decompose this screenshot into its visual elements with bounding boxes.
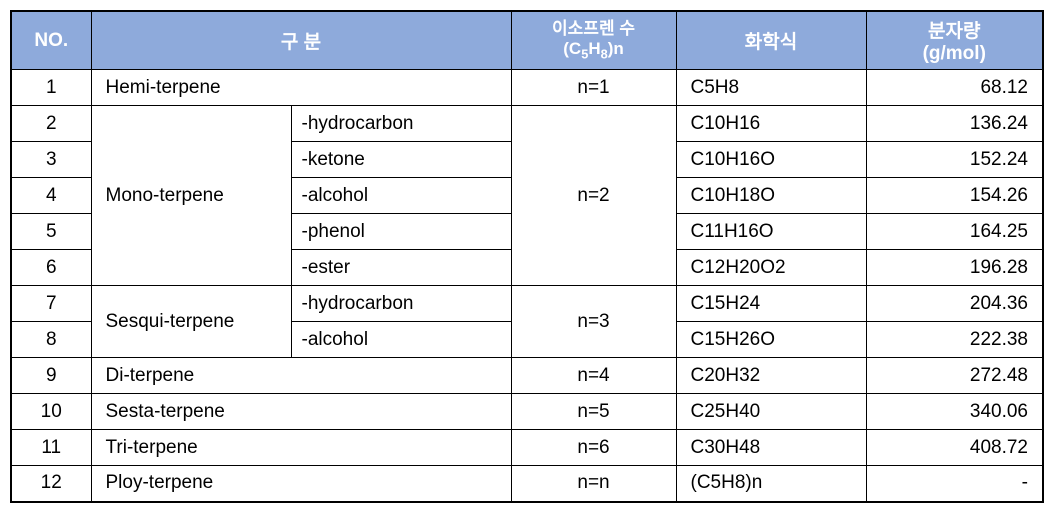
cell-no: 8 [11,322,91,358]
cell-molweight: 164.25 [866,214,1043,250]
table-row: 9Di-terpenen=4C20H32272.48 [11,358,1043,394]
cell-category: Sesqui-terpene [91,286,291,358]
cell-no: 2 [11,106,91,142]
cell-formula: C5H8 [676,70,866,106]
cell-subcategory: -hydrocarbon [291,286,511,322]
cell-isoprene-n: n=n [511,466,676,502]
cell-subcategory: -alcohol [291,322,511,358]
cell-isoprene-n: n=5 [511,394,676,430]
header-category: 구 분 [91,11,511,70]
cell-category: Mono-terpene [91,106,291,286]
header-row: NO. 구 분 이소프렌 수 (C5H8)n 화학식 분자량 (g/mol) [11,11,1043,70]
table-row: 1Hemi-terpenen=1C5H868.12 [11,70,1043,106]
cell-formula: C15H26O [676,322,866,358]
cell-subcategory: -alcohol [291,178,511,214]
cell-molweight: 196.28 [866,250,1043,286]
cell-formula: C15H24 [676,286,866,322]
cell-formula: (C5H8)n [676,466,866,502]
cell-molweight: 136.24 [866,106,1043,142]
cell-subcategory: -phenol [291,214,511,250]
cell-no: 9 [11,358,91,394]
header-no: NO. [11,11,91,70]
table-row: 11Tri-terpenen=6C30H48408.72 [11,430,1043,466]
header-formula: 화학식 [676,11,866,70]
header-mw: 분자량 (g/mol) [866,11,1043,70]
header-mw-line1: 분자량 [928,21,980,42]
cell-no: 4 [11,178,91,214]
cell-molweight: 152.24 [866,142,1043,178]
cell-formula: C10H18O [676,178,866,214]
table-row: 12Ploy-terpenen=n(C5H8)n- [11,466,1043,502]
cell-category: Sesta-terpene [91,394,511,430]
header-mw-line2: (g/mol) [923,43,986,64]
cell-molweight: 68.12 [866,70,1043,106]
cell-subcategory: -hydrocarbon [291,106,511,142]
iso-pre: (C [563,39,581,58]
cell-subcategory: -ester [291,250,511,286]
cell-formula: C12H20O2 [676,250,866,286]
cell-no: 1 [11,70,91,106]
cell-formula: C25H40 [676,394,866,430]
header-isoprene-line2: (C5H8)n [563,39,623,58]
cell-category: Hemi-terpene [91,70,511,106]
cell-isoprene-n: n=4 [511,358,676,394]
cell-category: Di-terpene [91,358,511,394]
iso-post: )n [608,39,624,58]
table-row: 7Sesqui-terpene-hydrocarbonn=3C15H24204.… [11,286,1043,322]
cell-molweight: 154.26 [866,178,1043,214]
cell-molweight: 340.06 [866,394,1043,430]
table-body: 1Hemi-terpenen=1C5H868.122Mono-terpene-h… [11,70,1043,502]
cell-no: 10 [11,394,91,430]
cell-isoprene-n: n=2 [511,106,676,286]
cell-no: 3 [11,142,91,178]
cell-molweight: 204.36 [866,286,1043,322]
cell-no: 7 [11,286,91,322]
cell-no: 5 [11,214,91,250]
cell-no: 11 [11,430,91,466]
cell-subcategory: -ketone [291,142,511,178]
iso-mid: H [588,39,600,58]
cell-no: 6 [11,250,91,286]
cell-formula: C20H32 [676,358,866,394]
cell-molweight: 272.48 [866,358,1043,394]
cell-category: Tri-terpene [91,430,511,466]
cell-category: Ploy-terpene [91,466,511,502]
table-row: 2Mono-terpene-hydrocarbonn=2C10H16136.24 [11,106,1043,142]
cell-molweight: 408.72 [866,430,1043,466]
table-row: 10Sesta-terpenen=5C25H40340.06 [11,394,1043,430]
cell-molweight: 222.38 [866,322,1043,358]
terpene-table: NO. 구 분 이소프렌 수 (C5H8)n 화학식 분자량 (g/mol) 1… [10,10,1044,503]
cell-formula: C30H48 [676,430,866,466]
cell-formula: C10H16O [676,142,866,178]
cell-isoprene-n: n=3 [511,286,676,358]
header-isoprene: 이소프렌 수 (C5H8)n [511,11,676,70]
cell-no: 12 [11,466,91,502]
cell-isoprene-n: n=6 [511,430,676,466]
cell-formula: C11H16O [676,214,866,250]
cell-isoprene-n: n=1 [511,70,676,106]
header-isoprene-line1: 이소프렌 수 [552,19,635,38]
cell-molweight: - [866,466,1043,502]
iso-sub2: 8 [601,47,608,62]
cell-formula: C10H16 [676,106,866,142]
